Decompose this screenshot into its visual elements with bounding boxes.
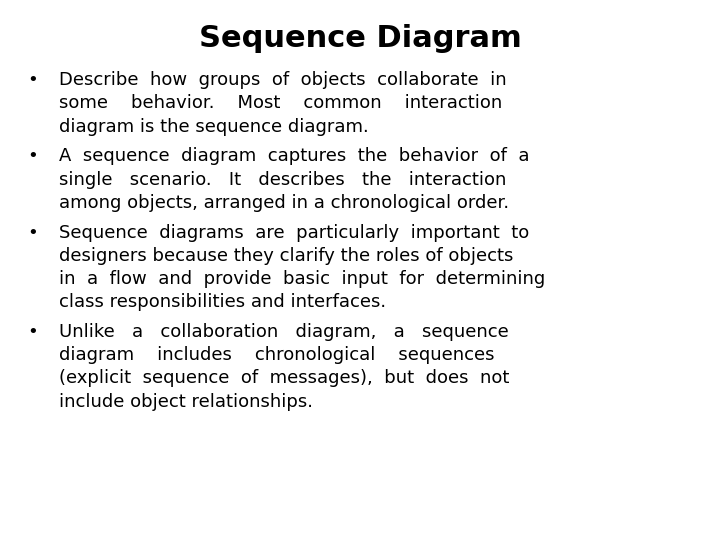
Text: Sequence  diagrams  are  particularly  important  to: Sequence diagrams are particularly impor… [59,224,529,241]
Text: single   scenario.   It   describes   the   interaction: single scenario. It describes the intera… [59,171,506,188]
Text: •: • [27,323,38,341]
Text: diagram    includes    chronological    sequences: diagram includes chronological sequences [59,346,495,364]
Text: among objects, arranged in a chronological order.: among objects, arranged in a chronologic… [59,194,509,212]
Text: some    behavior.    Most    common    interaction: some behavior. Most common interaction [59,94,503,112]
Text: include object relationships.: include object relationships. [59,393,313,410]
Text: (explicit  sequence  of  messages),  but  does  not: (explicit sequence of messages), but doe… [59,369,510,387]
Text: in  a  flow  and  provide  basic  input  for  determining: in a flow and provide basic input for de… [59,270,545,288]
Text: class responsibilities and interfaces.: class responsibilities and interfaces. [59,293,386,311]
Text: Unlike   a   collaboration   diagram,   a   sequence: Unlike a collaboration diagram, a sequen… [59,323,509,341]
Text: •: • [27,147,38,165]
Text: •: • [27,71,38,89]
Text: A  sequence  diagram  captures  the  behavior  of  a: A sequence diagram captures the behavior… [59,147,529,165]
Text: Describe  how  groups  of  objects  collaborate  in: Describe how groups of objects collabora… [59,71,507,89]
Text: designers because they clarify the roles of objects: designers because they clarify the roles… [59,247,513,265]
Text: Sequence Diagram: Sequence Diagram [199,24,521,53]
Text: diagram is the sequence diagram.: diagram is the sequence diagram. [59,118,369,136]
Text: •: • [27,224,38,241]
